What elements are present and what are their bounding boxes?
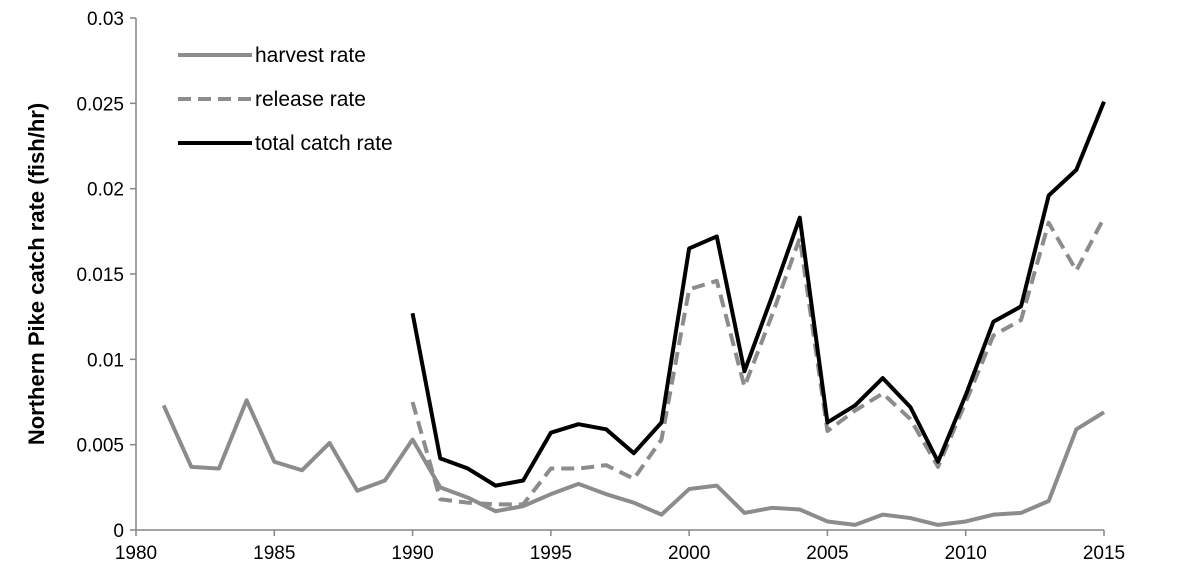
x-tick-label: 1995: [530, 543, 572, 564]
legend: harvest rate release rate total catch rate: [178, 44, 393, 155]
legend-label: release rate: [255, 88, 366, 111]
series-line-total-catch-rate: [410, 100, 1106, 488]
y-tick-label: 0.005: [76, 436, 124, 457]
legend-label: harvest rate: [255, 44, 366, 67]
series-line-release-rate: [410, 216, 1106, 507]
y-tick-label: 0.02: [87, 180, 124, 201]
x-tick-label: 1990: [391, 543, 433, 564]
x-tick-label: 1980: [115, 543, 157, 564]
x-tick-label: 2015: [1083, 543, 1125, 564]
y-tick-label: 0: [113, 521, 124, 542]
y-axis-title: Northern Pike catch rate (fish/hr): [24, 103, 49, 445]
series-layer: [161, 100, 1106, 527]
y-tick-label: 0.015: [76, 265, 124, 286]
y-tick-label: 0.025: [76, 94, 124, 115]
axes: [130, 17, 1105, 536]
legend-label: total catch rate: [255, 132, 393, 155]
x-tick-label: 1985: [253, 543, 295, 564]
x-tick-label: 2005: [806, 543, 848, 564]
y-tick-label: 0.01: [87, 350, 124, 371]
x-tick-label: 2000: [668, 543, 710, 564]
tick-labels: 0 0.005 0.01 0.015 0.02 0.025 0.03 1980 1985 1990…: [76, 9, 1125, 564]
series-line-harvest-rate: [161, 398, 1106, 527]
x-tick-label: 2010: [945, 543, 987, 564]
y-tick-label: 0.03: [87, 9, 124, 30]
